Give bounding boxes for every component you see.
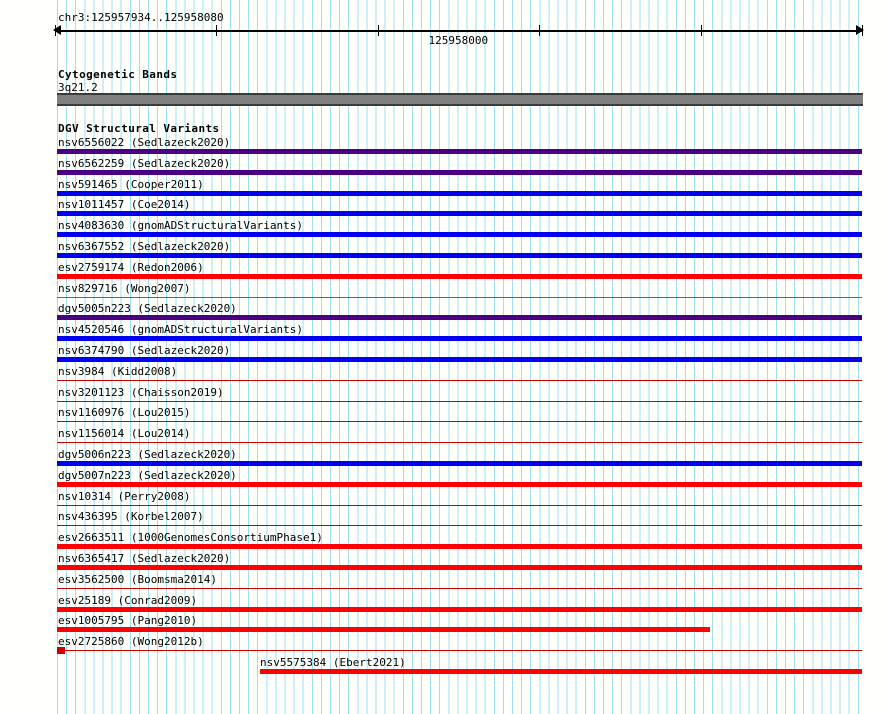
variant-row-bar[interactable] bbox=[57, 315, 862, 320]
dgv-structural-variants-title: DGV Structural Variants bbox=[58, 122, 220, 135]
variant-row-bar[interactable] bbox=[57, 650, 862, 651]
ruler-tick bbox=[377, 25, 379, 36]
variant-row-label[interactable]: nsv5575384 (Ebert2021) bbox=[260, 656, 406, 669]
variant-row-label[interactable]: nsv3201123 (Chaisson2019) bbox=[58, 386, 224, 399]
variant-row-bar[interactable] bbox=[57, 170, 862, 175]
variant-row-bar[interactable] bbox=[57, 274, 862, 279]
variant-row-label[interactable]: nsv6562259 (Sedlazeck2020) bbox=[58, 157, 231, 170]
variant-row-label[interactable]: dgv5007n223 (Sedlazeck2020) bbox=[58, 469, 237, 482]
variant-row-bar[interactable] bbox=[57, 588, 862, 589]
variant-row-bar[interactable] bbox=[57, 336, 862, 341]
variant-row-label[interactable]: dgv5005n223 (Sedlazeck2020) bbox=[58, 302, 237, 315]
variant-row-bar[interactable] bbox=[57, 297, 862, 298]
cytoband-bar[interactable] bbox=[57, 93, 863, 106]
variant-row-label[interactable]: nsv4083630 (gnomADStructuralVariants) bbox=[58, 219, 304, 232]
variant-row-label[interactable]: nsv829716 (Wong2007) bbox=[58, 282, 191, 295]
variant-row-label[interactable]: nsv436395 (Korbel2007) bbox=[58, 510, 204, 523]
variant-row-bar[interactable] bbox=[57, 232, 862, 237]
variant-row-label[interactable]: nsv6374790 (Sedlazeck2020) bbox=[58, 344, 231, 357]
variant-row-bar[interactable] bbox=[57, 461, 862, 466]
variant-row-bar[interactable] bbox=[57, 401, 862, 402]
variant-row-label[interactable]: dgv5006n223 (Sedlazeck2020) bbox=[58, 448, 237, 461]
variant-row-bar[interactable] bbox=[57, 607, 862, 612]
variant-row-bar[interactable] bbox=[57, 525, 862, 526]
variant-row-bar[interactable] bbox=[57, 482, 862, 487]
variant-row-label[interactable]: nsv6365417 (Sedlazeck2020) bbox=[58, 552, 231, 565]
variant-row-bar[interactable] bbox=[57, 565, 862, 570]
arrow-left-icon bbox=[53, 25, 61, 35]
cytoband-label: 3q21.2 bbox=[58, 81, 98, 94]
ruler-tick bbox=[539, 25, 541, 36]
variant-row-bar[interactable] bbox=[57, 505, 862, 506]
variant-row-label[interactable]: nsv1011457 (Coe2014) bbox=[58, 198, 191, 211]
variant-row-label[interactable]: nsv10314 (Perry2008) bbox=[58, 490, 191, 503]
cytogenetic-bands-title: Cytogenetic Bands bbox=[58, 68, 178, 81]
variant-row-bar[interactable] bbox=[57, 544, 862, 549]
ruler-tick bbox=[216, 25, 218, 36]
variant-row-bar[interactable] bbox=[57, 442, 862, 443]
variant-row-bar[interactable] bbox=[57, 357, 862, 362]
variant-row-bar[interactable] bbox=[57, 421, 862, 422]
variant-row-label[interactable]: nsv4520546 (gnomADStructuralVariants) bbox=[58, 323, 304, 336]
variant-row-label[interactable]: nsv6367552 (Sedlazeck2020) bbox=[58, 240, 231, 253]
ruler-midpoint-label: 125958000 bbox=[428, 34, 489, 47]
variant-row-label[interactable]: esv2725860 (Wong2012b) bbox=[58, 635, 204, 648]
variant-row-label[interactable]: esv25189 (Conrad2009) bbox=[58, 594, 198, 607]
variant-row-bar[interactable] bbox=[57, 627, 710, 632]
region-coordinate-label: chr3:125957934..125958080 bbox=[58, 11, 224, 24]
variant-row-label[interactable]: nsv1156014 (Lou2014) bbox=[58, 427, 191, 440]
variant-row-bar[interactable] bbox=[57, 380, 862, 381]
variant-row-label[interactable]: nsv591465 (Cooper2011) bbox=[58, 178, 204, 191]
variant-row-bar[interactable] bbox=[57, 149, 862, 154]
variant-row-bar[interactable] bbox=[57, 211, 862, 216]
variant-row-label[interactable]: esv1005795 (Pang2010) bbox=[58, 614, 198, 627]
arrow-right-icon bbox=[856, 25, 864, 35]
ruler-tick bbox=[862, 25, 863, 36]
variant-row-label[interactable]: nsv6556022 (Sedlazeck2020) bbox=[58, 136, 231, 149]
variant-row-cap[interactable] bbox=[57, 647, 65, 654]
variant-row-label[interactable]: esv2759174 (Redon2006) bbox=[58, 261, 204, 274]
ruler-axis-line bbox=[55, 30, 863, 32]
variant-row-label[interactable]: nsv1160976 (Lou2015) bbox=[58, 406, 191, 419]
variant-row-label[interactable]: nsv3984 (Kidd2008) bbox=[58, 365, 178, 378]
variant-row-bar[interactable] bbox=[57, 191, 862, 196]
ruler-tick bbox=[55, 25, 56, 36]
variant-row-label[interactable]: esv2663511 (1000GenomesConsortiumPhase1) bbox=[58, 531, 323, 544]
ruler-tick bbox=[700, 25, 702, 36]
variant-row-label[interactable]: esv3562500 (Boomsma2014) bbox=[58, 573, 217, 586]
variant-row-bar[interactable] bbox=[260, 669, 862, 674]
variant-row-bar[interactable] bbox=[57, 253, 862, 258]
